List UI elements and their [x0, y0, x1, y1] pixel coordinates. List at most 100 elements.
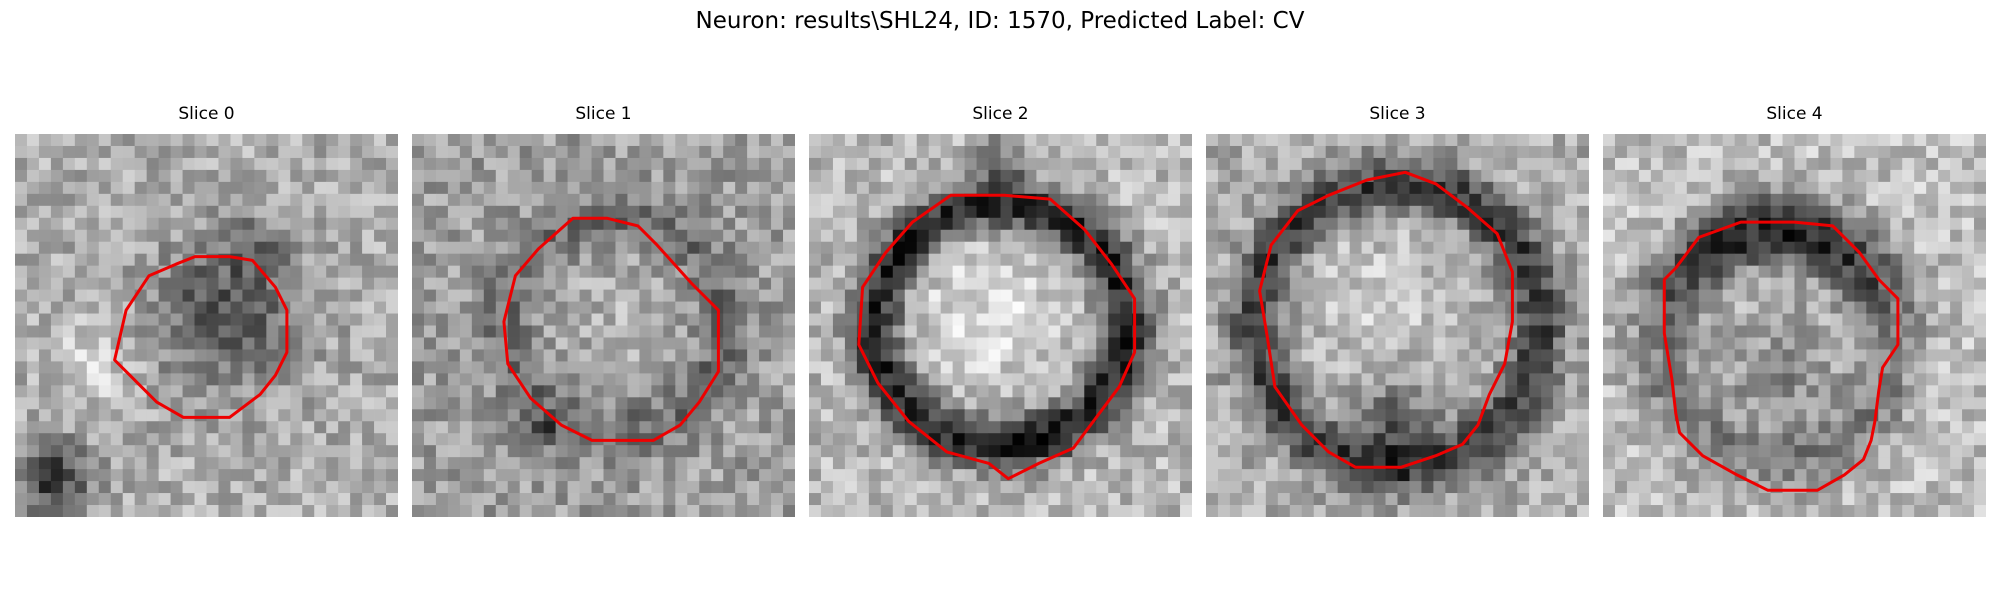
pixel: [675, 157, 688, 171]
pixel: [519, 157, 533, 171]
pixel: [1361, 421, 1374, 434]
pixel: [314, 361, 327, 374]
pixel: [771, 145, 784, 159]
pixel: [687, 157, 700, 171]
pixel: [964, 205, 977, 219]
slice-image: [412, 134, 795, 517]
pixel: [471, 134, 485, 147]
pixel: [278, 241, 291, 255]
pixel: [1806, 385, 1819, 398]
pixel: [1012, 241, 1025, 255]
pixel: [26, 169, 40, 183]
pixel: [1854, 145, 1867, 159]
pixel: [1241, 134, 1255, 147]
pixel: [1469, 481, 1482, 494]
pixel: [386, 445, 398, 458]
pixel: [844, 481, 858, 494]
pixel: [1746, 145, 1759, 159]
pixel: [1313, 385, 1327, 398]
pixel: [735, 409, 748, 422]
pixel: [976, 277, 989, 290]
pixel: [1060, 169, 1073, 183]
pixel: [1337, 397, 1351, 410]
pixel: [1253, 397, 1267, 410]
pixel: [1241, 145, 1255, 159]
pixel: [1674, 217, 1688, 231]
pixel: [423, 433, 437, 446]
pixel: [1842, 253, 1855, 267]
pixel: [1325, 469, 1339, 482]
pixel: [435, 157, 449, 171]
pixel: [1974, 193, 1986, 207]
pixel: [928, 289, 942, 302]
pixel: [892, 373, 906, 386]
pixel: [1950, 385, 1963, 398]
pixel: [350, 325, 363, 338]
pixel: [326, 397, 339, 410]
pixel: [856, 253, 870, 267]
pixel: [26, 409, 40, 422]
pixel: [1012, 481, 1025, 494]
pixel: [1120, 481, 1133, 494]
pixel: [1662, 253, 1676, 267]
pixel: [1734, 205, 1748, 219]
pixel: [1614, 157, 1628, 171]
pixel: [1626, 265, 1640, 279]
pixel: [386, 337, 398, 350]
pixel: [809, 169, 822, 183]
pixel: [809, 193, 822, 207]
pixel: [1818, 193, 1831, 207]
pixel: [1060, 481, 1073, 494]
pixel: [1758, 433, 1771, 446]
pixel: [290, 313, 303, 326]
pixel: [1902, 421, 1915, 434]
pixel: [278, 421, 291, 434]
pixel: [747, 397, 760, 410]
pixel: [1782, 409, 1795, 422]
pixel: [158, 337, 171, 350]
pixel: [266, 217, 279, 231]
pixel: [110, 157, 124, 171]
pixel: [206, 445, 219, 458]
pixel: [182, 217, 195, 231]
pixel: [1734, 433, 1748, 446]
pixel: [711, 229, 724, 243]
pixel: [1818, 397, 1831, 410]
pixel: [1096, 229, 1109, 243]
pixel: [1553, 505, 1566, 517]
pixel: [1830, 157, 1843, 171]
pixel: [1914, 349, 1927, 362]
pixel: [964, 433, 977, 446]
pixel: [1938, 157, 1951, 171]
pixel: [687, 469, 700, 482]
pixel: [603, 325, 616, 338]
pixel: [735, 181, 748, 195]
pixel: [1132, 134, 1145, 147]
pixel: [639, 445, 652, 458]
pixel: [1614, 301, 1628, 314]
pixel: [1577, 301, 1589, 314]
pixel: [1084, 241, 1097, 255]
pixel: [459, 481, 473, 494]
pixel: [1144, 469, 1157, 482]
pixel: [916, 157, 930, 171]
pixel: [1710, 241, 1724, 255]
pixel: [447, 349, 461, 362]
pixel: [1217, 397, 1231, 410]
pixel: [1349, 445, 1362, 458]
pixel: [856, 445, 870, 458]
pixel: [1241, 181, 1255, 195]
pixel: [1457, 361, 1470, 374]
pixel: [1553, 445, 1566, 458]
pixel: [1469, 313, 1482, 326]
pixel: [820, 205, 834, 219]
pixel: [771, 289, 784, 302]
pixel: [1206, 157, 1219, 171]
pixel: [435, 469, 449, 482]
pixel: [1156, 421, 1169, 434]
pixel: [242, 421, 255, 434]
pixel: [868, 229, 882, 243]
pixel: [519, 205, 533, 219]
pixel: [471, 289, 485, 302]
pixel: [687, 181, 700, 195]
